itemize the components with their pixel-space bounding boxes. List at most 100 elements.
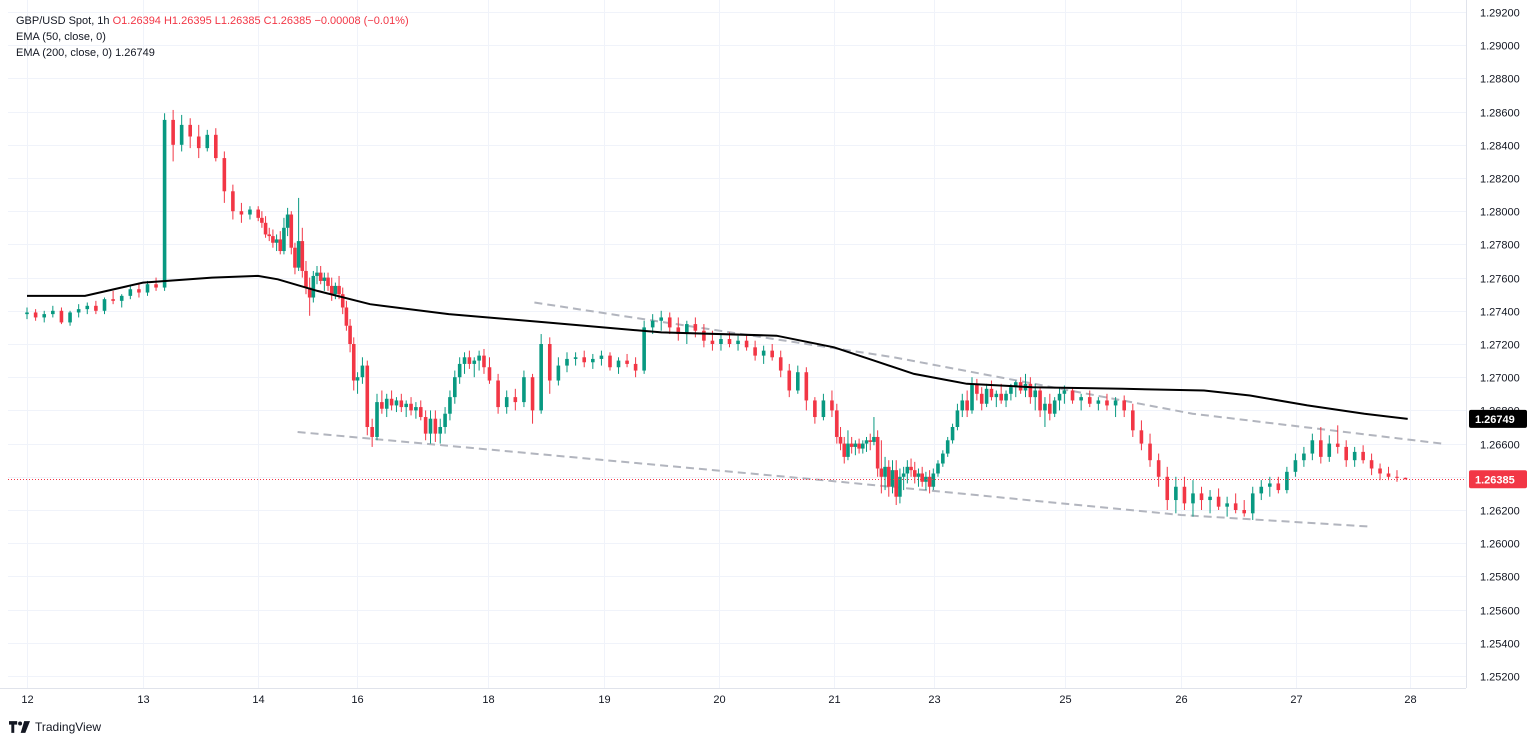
chart-legend: GBP/USD Spot, 1h O1.26394 H1.26395 L1.26… (16, 13, 409, 61)
candle-body (879, 468, 884, 477)
candle-body (1087, 397, 1092, 404)
time-axis[interactable]: 12 13 14 16 18 19 20 21 23 25 26 27 28 (21, 694, 1416, 706)
candle-body (462, 357, 467, 364)
candle-body (1122, 400, 1126, 411)
candle-body (482, 355, 486, 368)
candle-body (1028, 383, 1033, 398)
candle-body (375, 402, 379, 437)
candle (1259, 480, 1264, 501)
candle-body (311, 275, 316, 298)
candle-body (285, 214, 290, 228)
candle-body (1043, 403, 1047, 411)
price-tick-label: 1.28000 (1480, 207, 1520, 219)
candle-body (886, 466, 891, 487)
candle-body (344, 307, 349, 326)
tradingview-logo[interactable]: TradingView (9, 720, 101, 734)
symbol-title[interactable]: GBP/USD Spot, 1h (16, 15, 110, 27)
candle (965, 390, 969, 418)
candle (744, 334, 749, 351)
candle (1191, 480, 1195, 517)
candle (813, 397, 817, 424)
candle (924, 471, 928, 491)
candle (945, 436, 950, 457)
candle-body (898, 476, 902, 497)
candle (1225, 496, 1229, 517)
candle-body (154, 284, 158, 288)
candle (344, 300, 349, 331)
candle (857, 438, 861, 454)
candle-body (633, 363, 638, 371)
candle (582, 350, 587, 368)
candle-body (1293, 460, 1298, 472)
candle-body (271, 236, 275, 243)
candle (351, 337, 356, 391)
candle-body (94, 305, 98, 311)
time-tick-label: 25 (1059, 694, 1071, 706)
candle-body (296, 241, 301, 268)
price-tick-label: 1.27200 (1480, 340, 1520, 352)
candle (256, 206, 261, 222)
candle-body (162, 119, 167, 288)
candle (753, 340, 757, 361)
candle-body (1310, 440, 1315, 454)
candle-body (179, 124, 184, 145)
ema-50-legend[interactable]: EMA (50, close, 0) (16, 31, 106, 43)
candle (1310, 433, 1315, 461)
tradingview-logo-icon (9, 721, 30, 733)
candle (428, 410, 433, 444)
candle (633, 357, 638, 378)
chart-grid (0, 0, 1467, 689)
candle-body (289, 214, 294, 248)
candle (318, 265, 323, 285)
price-tick-label: 1.29000 (1480, 41, 1520, 53)
candle (477, 350, 481, 371)
candle-body (778, 357, 783, 371)
tradingview-logo-text: TradingView (35, 720, 102, 734)
time-tick-label: 13 (137, 694, 149, 706)
candle (1148, 433, 1152, 467)
candle (1327, 435, 1332, 462)
candle (145, 280, 150, 296)
candle (941, 450, 945, 467)
candle-body (965, 400, 969, 411)
candle-body (300, 241, 305, 271)
candle (573, 352, 578, 366)
candle-body (205, 134, 210, 149)
candle-body (727, 339, 732, 344)
candle-body (994, 393, 999, 398)
candle-body (274, 239, 279, 243)
candle-body (1302, 453, 1306, 461)
candle (1216, 488, 1221, 510)
candle-body (970, 383, 974, 411)
candle (496, 373, 500, 414)
price-axis[interactable]: 1.25200 1.25400 1.25600 1.25800 1.26000 1.262… (1480, 8, 1520, 684)
candle (278, 231, 283, 255)
candle (1378, 463, 1382, 481)
candle-body (384, 398, 389, 409)
candle-body (171, 119, 175, 145)
candle (1242, 500, 1247, 517)
candle-body (1319, 440, 1323, 457)
candle-body (76, 309, 81, 313)
candle (539, 334, 543, 414)
candle (905, 460, 910, 484)
candle (1369, 453, 1374, 476)
candle-body (448, 397, 452, 414)
candle (42, 310, 47, 323)
candle (205, 129, 210, 152)
candle (119, 294, 124, 308)
candle (171, 109, 175, 162)
candle-body (905, 466, 910, 474)
candle (239, 202, 244, 223)
candle-body (145, 284, 150, 293)
candle (1276, 476, 1281, 494)
candle (263, 216, 268, 238)
candle (565, 352, 569, 373)
ema-200-legend-row[interactable]: EMA (200, close, 0) 1.26749 (16, 45, 409, 61)
candle (719, 334, 723, 351)
price-axis-tags: 1.26749 1.26385 (1469, 409, 1527, 489)
candle (1335, 425, 1340, 454)
price-tick-label: 1.27000 (1480, 373, 1520, 385)
candle (778, 350, 783, 378)
